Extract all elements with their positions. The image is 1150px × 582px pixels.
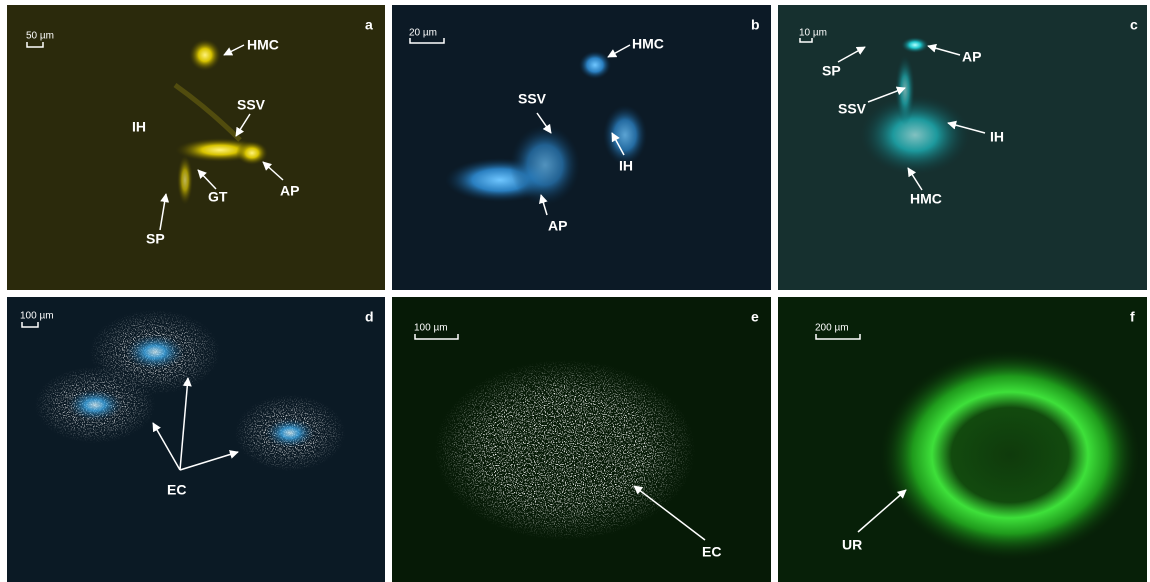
panel-letter: f [1130, 309, 1135, 325]
structure-label: EC [167, 482, 186, 498]
panel-letter: b [751, 17, 760, 33]
structure-label: IH [619, 158, 633, 174]
structure-label: AP [280, 183, 299, 199]
structure-label: SSV [838, 101, 867, 117]
scale-bar-label: 200 µm [815, 323, 849, 334]
panel-letter: e [751, 309, 759, 325]
structure-label: SP [146, 231, 165, 247]
structure-label: EC [702, 544, 721, 560]
scale-bar-label: 100 µm [414, 323, 448, 334]
structure-label: IH [990, 129, 1004, 145]
scale-bar-label: 10 µm [799, 28, 827, 39]
structure-label: AP [962, 49, 981, 65]
structure-label: IH [132, 119, 146, 135]
structure-label: SP [822, 63, 841, 79]
structure-label: UR [842, 537, 862, 553]
structure-label: HMC [910, 191, 942, 207]
panel-letter: a [365, 17, 373, 33]
scale-bar-label: 50 µm [26, 31, 54, 42]
structure-label: GT [208, 189, 228, 205]
panel-letter: d [365, 309, 374, 325]
structure-label: SSV [237, 97, 266, 113]
structure-label: AP [548, 218, 567, 234]
panel-letter: c [1130, 17, 1138, 33]
structure-label: HMC [632, 36, 664, 52]
scale-bar-label: 100 µm [20, 311, 54, 322]
figure: a 50 µm HMC SSV IH AP GT SP b 20 µm HMC SSV IH AP c 10 … [0, 0, 1150, 582]
structure-label: HMC [247, 37, 279, 53]
page: a 50 µm HMC SSV IH AP GT SP b 20 µm HMC SSV IH AP c 10 … [0, 0, 1150, 582]
structure-label: SSV [518, 91, 547, 107]
panel-bg [392, 5, 771, 290]
scale-bar-label: 20 µm [409, 28, 437, 39]
